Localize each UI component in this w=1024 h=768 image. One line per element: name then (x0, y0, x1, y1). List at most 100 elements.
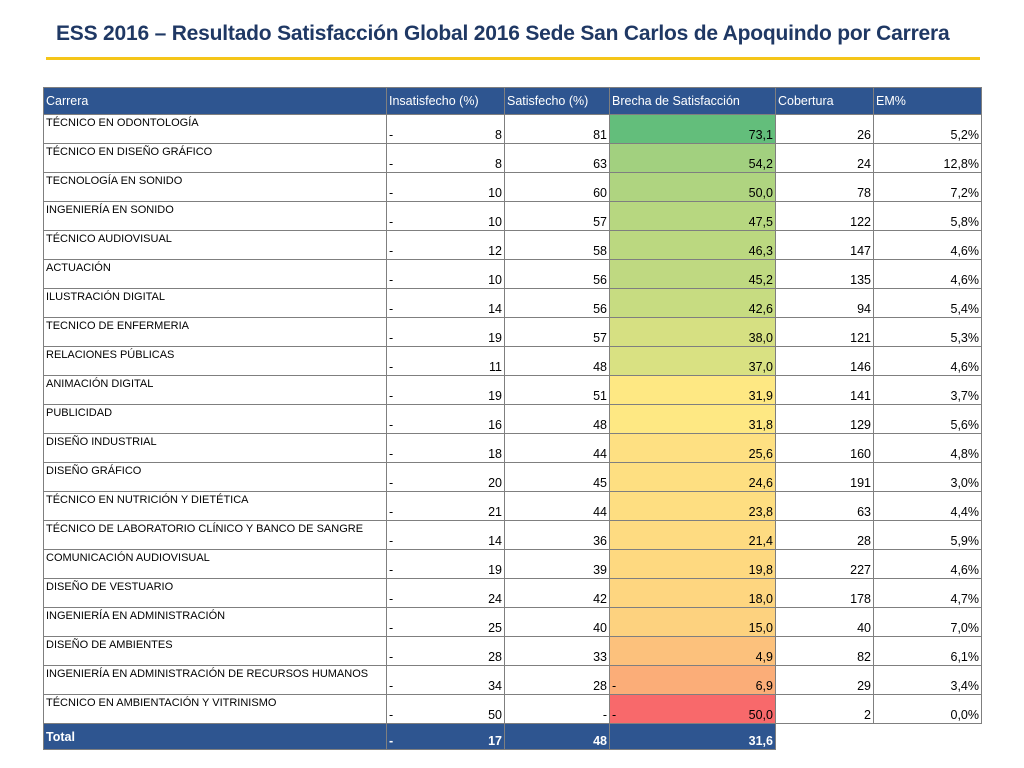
cell-cobertura: 129 (775, 404, 874, 434)
table-row: DISEÑO INDUSTRIAL - 18 44 25,6 160 4,8% (43, 433, 982, 463)
satisfecho-value: 57 (593, 215, 607, 229)
satisfecho-value: 40 (593, 621, 607, 635)
cell-insatisfecho: - 10 (386, 259, 505, 289)
cell-insatisfecho: - 19 (386, 549, 505, 579)
cell-carrera: TECNICO DE ENFERMERIA (43, 317, 387, 347)
cell-cobertura: 94 (775, 288, 874, 318)
total-insatisfecho-sign: - (389, 734, 394, 748)
cell-brecha: 31,8 (609, 404, 776, 434)
cell-carrera: TÉCNICO EN AMBIENTACIÓN Y VITRINISMO (43, 694, 387, 724)
brecha-value: 21,4 (748, 534, 773, 548)
cell-cobertura: 122 (775, 201, 874, 231)
insatisfecho-sign: - (389, 128, 394, 142)
cell-satisfecho: 58 (504, 230, 610, 260)
cell-carrera: TÉCNICO AUDIOVISUAL (43, 230, 387, 260)
header-brecha: Brecha de Satisfacción (609, 87, 776, 115)
insatisfecho-value: 18 (488, 447, 502, 461)
insatisfecho-value: 25 (488, 621, 502, 635)
cell-insatisfecho: - 20 (386, 462, 505, 492)
cell-satisfecho: 57 (504, 317, 610, 347)
insatisfecho-sign: - (389, 244, 394, 258)
table-row: TÉCNICO DE LABORATORIO CLÍNICO Y BANCO D… (43, 520, 982, 550)
cell-insatisfecho: - 11 (386, 346, 505, 376)
insatisfecho-value: 8 (495, 157, 502, 171)
em-value: 5,4% (950, 302, 980, 316)
cell-satisfecho: 60 (504, 172, 610, 202)
brecha-value: 50,0 (748, 708, 773, 722)
brecha-value: 46,3 (748, 244, 773, 258)
cell-em: 5,2% (873, 114, 982, 144)
cell-satisfecho: 51 (504, 375, 610, 405)
cobertura-value: 146 (850, 360, 871, 374)
satisfecho-value: 51 (593, 389, 607, 403)
cell-em: 5,3% (873, 317, 982, 347)
cobertura-value: 160 (850, 447, 871, 461)
satisfecho-value: 45 (593, 476, 607, 490)
cell-carrera: PUBLICIDAD (43, 404, 387, 434)
cell-cobertura: 78 (775, 172, 874, 202)
total-satisfecho: 48 (504, 723, 610, 750)
satisfaction-table: Carrera Insatisfecho (%) Satisfecho (%) … (43, 87, 982, 750)
satisfecho-value: 56 (593, 273, 607, 287)
cobertura-value: 191 (850, 476, 871, 490)
cell-cobertura: 146 (775, 346, 874, 376)
cell-em: 3,4% (873, 665, 982, 695)
cell-cobertura: 40 (775, 607, 874, 637)
insatisfecho-sign: - (389, 331, 394, 345)
cell-insatisfecho: - 10 (386, 201, 505, 231)
cell-brecha: 21,4 (609, 520, 776, 550)
em-value: 12,8% (943, 157, 979, 171)
em-value: 3,4% (950, 679, 980, 693)
brecha-value: 31,9 (748, 389, 773, 403)
satisfecho-value: 63 (593, 157, 607, 171)
total-brecha-value: 31,6 (748, 734, 773, 748)
cell-brecha: 50,0 (609, 172, 776, 202)
insatisfecho-value: 20 (488, 476, 502, 490)
cell-satisfecho: 44 (504, 433, 610, 463)
cobertura-value: 2 (864, 708, 871, 722)
brecha-value: 38,0 (748, 331, 773, 345)
satisfecho-value: 57 (593, 331, 607, 345)
insatisfecho-value: 28 (488, 650, 502, 664)
cell-cobertura: 29 (775, 665, 874, 695)
header-cobertura: Cobertura (775, 87, 874, 115)
cobertura-value: 28 (857, 534, 871, 548)
satisfecho-value: 39 (593, 563, 607, 577)
insatisfecho-value: 21 (488, 505, 502, 519)
table-row: INGENIERÍA EN ADMINISTRACIÓN DE RECURSOS… (43, 665, 982, 695)
satisfecho-value: 33 (593, 650, 607, 664)
brecha-value: 23,8 (748, 505, 773, 519)
cell-satisfecho: 36 (504, 520, 610, 550)
insatisfecho-sign: - (389, 476, 394, 490)
cell-carrera: TÉCNICO EN ODONTOLOGÍA (43, 114, 387, 144)
table-row: ANIMACIÓN DIGITAL - 19 51 31,9 141 3,7% (43, 375, 982, 405)
insatisfecho-value: 11 (489, 360, 502, 374)
cell-insatisfecho: - 34 (386, 665, 505, 695)
total-insatisfecho-value: 17 (488, 734, 502, 748)
cobertura-value: 122 (850, 215, 871, 229)
insatisfecho-sign: - (389, 505, 394, 519)
cell-carrera: DISEÑO INDUSTRIAL (43, 433, 387, 463)
table-row: TÉCNICO EN ODONTOLOGÍA -8 81 73,1 26 5,2% (43, 114, 982, 144)
insatisfecho-sign: - (389, 563, 394, 577)
cell-insatisfecho: - 14 (386, 288, 505, 318)
em-value: 5,3% (950, 331, 980, 345)
cell-brecha: 47,5 (609, 201, 776, 231)
cell-carrera: DISEÑO DE AMBIENTES (43, 636, 387, 666)
cell-cobertura: 26 (775, 114, 874, 144)
insatisfecho-sign: - (389, 650, 394, 664)
total-empty-cell (775, 723, 874, 750)
cell-brecha: 15,0 (609, 607, 776, 637)
page-title: ESS 2016 – Resultado Satisfacción Global… (56, 22, 950, 45)
cell-insatisfecho: - 19 (386, 317, 505, 347)
satisfecho-value: 44 (593, 447, 607, 461)
cell-brecha: 24,6 (609, 462, 776, 492)
cell-em: 5,9% (873, 520, 982, 550)
cell-carrera: INGENIERÍA EN SONIDO (43, 201, 387, 231)
cell-insatisfecho: -8 (386, 143, 505, 173)
cell-satisfecho: 39 (504, 549, 610, 579)
insatisfecho-value: 19 (488, 563, 502, 577)
cell-cobertura: 28 (775, 520, 874, 550)
cell-em: 3,7% (873, 375, 982, 405)
header-insatisfecho: Insatisfecho (%) (386, 87, 505, 115)
